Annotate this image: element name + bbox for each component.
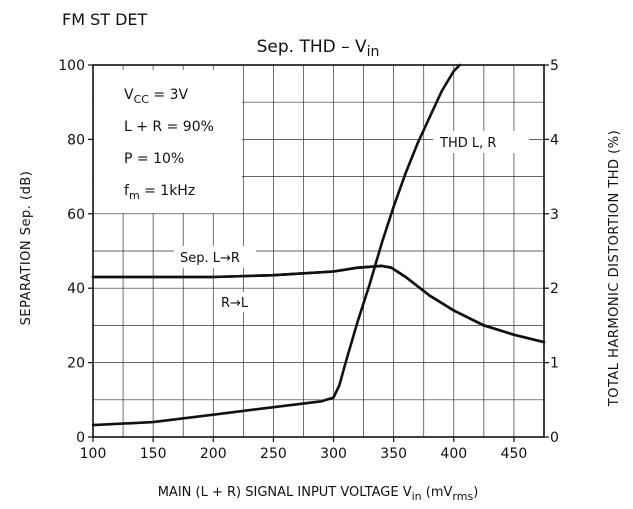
y-left-tick-label: 0 xyxy=(76,430,85,446)
condition-vcc: VCC = 3V xyxy=(124,87,188,106)
series-label-r-l: R→L xyxy=(221,296,249,311)
series-label-bg-rl xyxy=(214,292,264,312)
series-label-sep-l-r: Sep. L→R xyxy=(180,251,240,266)
x-tick-label: 200 xyxy=(200,446,227,462)
x-tick-label: 450 xyxy=(501,446,528,462)
ticks-layer: 100 150 200 250 300 350 400 4500204060801000123… xyxy=(58,58,559,462)
y-right-axis-title: TOTAL HARMONIC DISTORTION THD (%) xyxy=(607,130,622,407)
x-tick-label: 350 xyxy=(380,446,407,462)
y-right-tick-label: 0 xyxy=(550,430,559,446)
condition-fm: fm = 1kHz xyxy=(124,183,195,202)
condition-p: P = 10% xyxy=(124,151,184,167)
condition-box xyxy=(94,70,242,213)
y-left-axis-title: SEPARATION Sep. (dB) xyxy=(19,171,34,326)
y-left-tick-label: 20 xyxy=(67,356,85,372)
y-left-tick-label: 100 xyxy=(58,58,85,74)
series-layer xyxy=(91,63,546,427)
x-tick-label: 100 xyxy=(80,446,107,462)
series-line-2 xyxy=(91,63,462,427)
y-left-tick-label: 40 xyxy=(67,281,85,297)
y-right-tick-label: 2 xyxy=(550,281,559,297)
y-right-tick-label: 4 xyxy=(550,132,559,148)
x-tick-label: 150 xyxy=(140,446,167,462)
series-label-bg-thd xyxy=(433,131,529,153)
chart-title-main: Sep. THD – V xyxy=(257,37,367,57)
x-tick-label: 250 xyxy=(260,446,287,462)
condition-text: VCC = 3V L + R = 90% P = 10% fm = 1kHz xyxy=(124,87,214,202)
y-right-tick-label: 5 xyxy=(550,58,559,74)
condition-lr: L + R = 90% xyxy=(124,119,214,135)
plot-frame xyxy=(92,64,545,438)
y-left-tick-label: 60 xyxy=(67,207,85,223)
x-tick-label: 400 xyxy=(440,446,467,462)
chart-title: Sep. THD – Vin xyxy=(257,37,380,60)
x-tick-label: 300 xyxy=(320,446,347,462)
y-left-tick-label: 80 xyxy=(67,132,85,148)
y-right-tick-label: 3 xyxy=(550,207,559,223)
x-axis-title: MAIN (L + R) SIGNAL INPUT VOLTAGE Vin (m… xyxy=(158,485,479,503)
series-label-bg-sep xyxy=(174,246,256,268)
series-label-thd-l-r: THD L, R xyxy=(439,136,496,151)
y-right-tick-label: 1 xyxy=(550,356,559,372)
chart-title-sub: in xyxy=(367,44,380,60)
header-label: FM ST DET xyxy=(62,10,148,29)
series-line-1 xyxy=(91,264,546,344)
